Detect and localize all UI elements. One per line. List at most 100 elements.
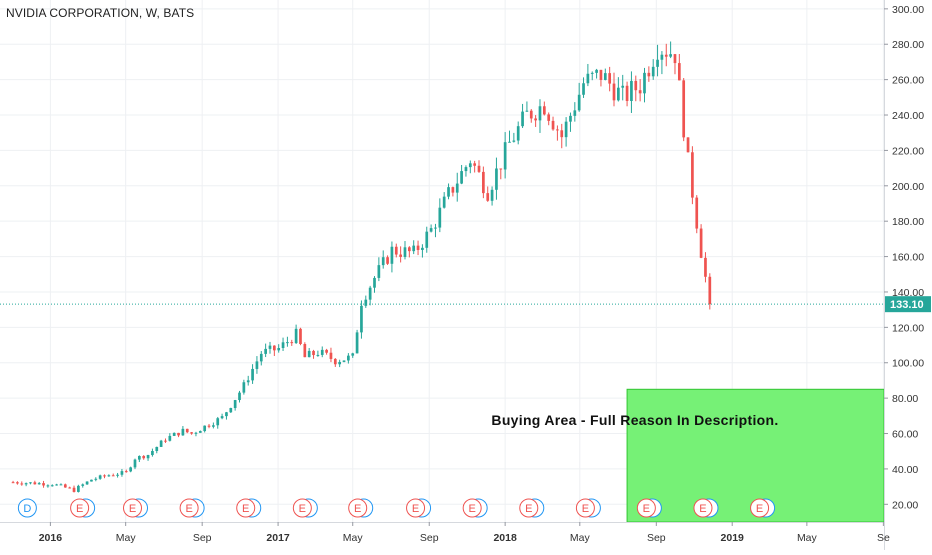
candle-body (477, 165, 481, 172)
candle-body (55, 484, 58, 486)
candle-body (42, 483, 45, 486)
candle-body (603, 73, 607, 80)
candle-body (259, 353, 263, 362)
candle (569, 112, 572, 132)
candle (599, 69, 603, 87)
candle (238, 390, 241, 403)
candle-body (556, 129, 559, 131)
candle (503, 132, 507, 179)
candle-body (255, 361, 259, 369)
candle (360, 300, 363, 339)
candle-body (360, 305, 363, 333)
candle-body (442, 196, 446, 208)
candle-body (447, 187, 450, 197)
candle (582, 77, 585, 98)
event-marker-label: E (643, 503, 650, 515)
candle-body (177, 432, 180, 436)
candle (333, 358, 337, 367)
candle (16, 481, 19, 485)
candle (673, 53, 677, 75)
candle (407, 246, 411, 258)
candle-body (325, 349, 328, 353)
candle (98, 474, 102, 480)
candle-body (72, 487, 76, 492)
candle (438, 198, 442, 233)
candle (368, 285, 372, 306)
time-axis-label: 2017 (266, 532, 290, 544)
candle (85, 481, 89, 485)
candle (551, 116, 555, 131)
candle (542, 101, 546, 116)
candle-body (20, 483, 24, 485)
candle (94, 477, 98, 482)
candle (560, 123, 564, 149)
candle-body (347, 355, 350, 361)
candle-body (438, 207, 442, 228)
candle-body (294, 328, 298, 344)
candle-body (656, 59, 659, 67)
candle-body (238, 392, 241, 401)
candle (220, 413, 224, 420)
candle-body (460, 171, 463, 184)
candle (390, 241, 394, 273)
dividend-marker: D (17, 498, 37, 518)
candle-body (677, 63, 681, 81)
candle-body (203, 425, 207, 432)
candle (229, 407, 233, 414)
candle (320, 346, 324, 358)
candle (264, 343, 267, 358)
candle (268, 341, 272, 354)
price-axis-label: 60.00 (892, 429, 918, 441)
candle (603, 68, 607, 81)
candle (556, 125, 559, 141)
event-marker-circle (519, 498, 539, 518)
candle (142, 455, 146, 460)
candle-body (586, 73, 590, 84)
candle-body (194, 432, 198, 434)
event-marker-circle (575, 498, 595, 518)
candle-body (286, 342, 289, 344)
candle-body (16, 482, 19, 484)
candle-body (111, 475, 115, 477)
candle-body (495, 168, 498, 190)
earnings-marker: E (636, 498, 662, 518)
candle (233, 399, 237, 411)
candle (299, 327, 302, 346)
time-axis-label: Sep (420, 532, 439, 544)
candle-body (599, 69, 603, 80)
candle (133, 458, 137, 470)
candle (590, 71, 594, 81)
candle (294, 324, 298, 345)
candle (212, 422, 215, 429)
candle-body (434, 227, 437, 229)
candle-body (486, 193, 490, 201)
candle-body (320, 349, 324, 355)
time-axis-label: 2018 (493, 532, 517, 544)
candle-body (120, 471, 124, 475)
event-marker-label: E (129, 503, 136, 515)
candle-body (425, 231, 429, 248)
candle (460, 164, 463, 185)
candle (421, 244, 424, 258)
earnings-marker: E (462, 498, 488, 518)
candle-body (503, 142, 507, 170)
candle (442, 192, 446, 209)
candle (686, 137, 690, 153)
candle (216, 416, 220, 429)
earnings-marker: E (750, 498, 776, 518)
candle-body (207, 425, 211, 427)
candle (608, 66, 612, 92)
candle (638, 79, 642, 102)
candle (647, 66, 651, 82)
candle-body (516, 126, 520, 141)
candle (377, 257, 381, 282)
time-axis-label: May (116, 532, 137, 544)
candle (412, 240, 416, 255)
candle (242, 379, 246, 395)
candle-body (355, 332, 359, 354)
candle-body (63, 484, 67, 488)
candle (342, 360, 346, 363)
price-axis-label: 280.00 (892, 39, 924, 51)
